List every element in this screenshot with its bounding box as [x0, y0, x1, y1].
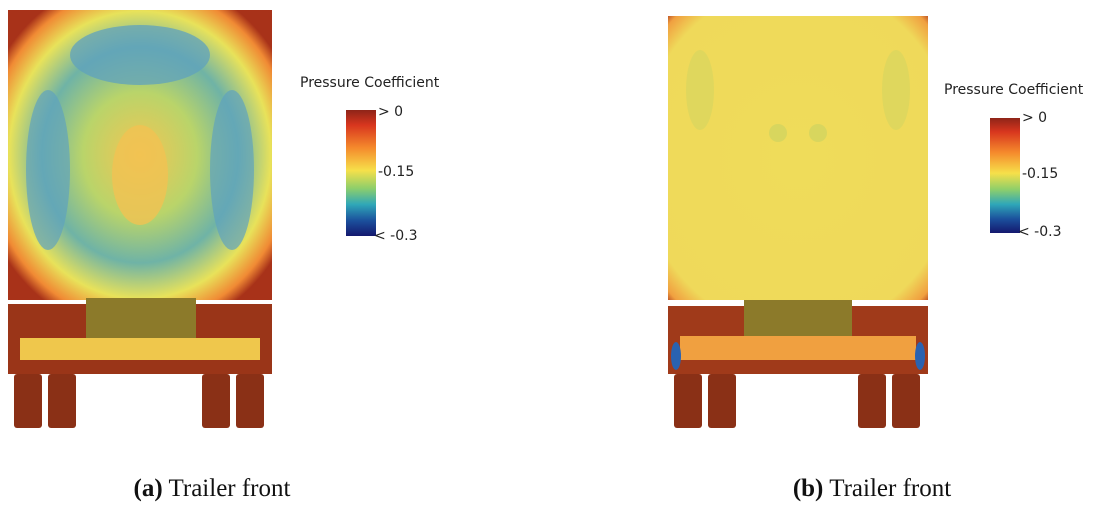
caption-b: (b) Trailer front — [793, 475, 951, 502]
colorbar-tick-label: < -0.3 — [374, 228, 418, 244]
trailer-image-a — [8, 10, 272, 428]
colorbar-tick-label: -0.15 — [1022, 166, 1058, 182]
figure: Pressure Coefficient > 0 -0.15 < -0.3 (a… — [0, 0, 1105, 519]
colorbar-tick-label: > 0 — [378, 104, 403, 120]
colorbar-tick-label: < -0.3 — [1018, 224, 1062, 240]
page: Pressure Coefficient > 0 -0.15 < -0.3 (a… — [0, 0, 1105, 519]
colorbar-title: Pressure Coefficient — [300, 75, 440, 91]
colorbar-title: Pressure Coefficient — [944, 82, 1084, 98]
colorbar-tick-label: -0.15 — [378, 164, 414, 180]
colorbar-b: Pressure Coefficient > 0 -0.15 < -0.3 — [944, 82, 1084, 240]
panel-label: (b) — [793, 475, 824, 502]
caption-a: (a) Trailer front — [134, 475, 291, 502]
caption-text: Trailer front — [168, 475, 290, 502]
colorbar-a: Pressure Coefficient > 0 -0.15 < -0.3 — [300, 75, 440, 244]
trailer-image-b — [668, 16, 928, 428]
panel-label: (a) — [134, 475, 163, 502]
caption-text: Trailer front — [829, 475, 951, 502]
colorbar-tick-label: > 0 — [1022, 110, 1047, 126]
